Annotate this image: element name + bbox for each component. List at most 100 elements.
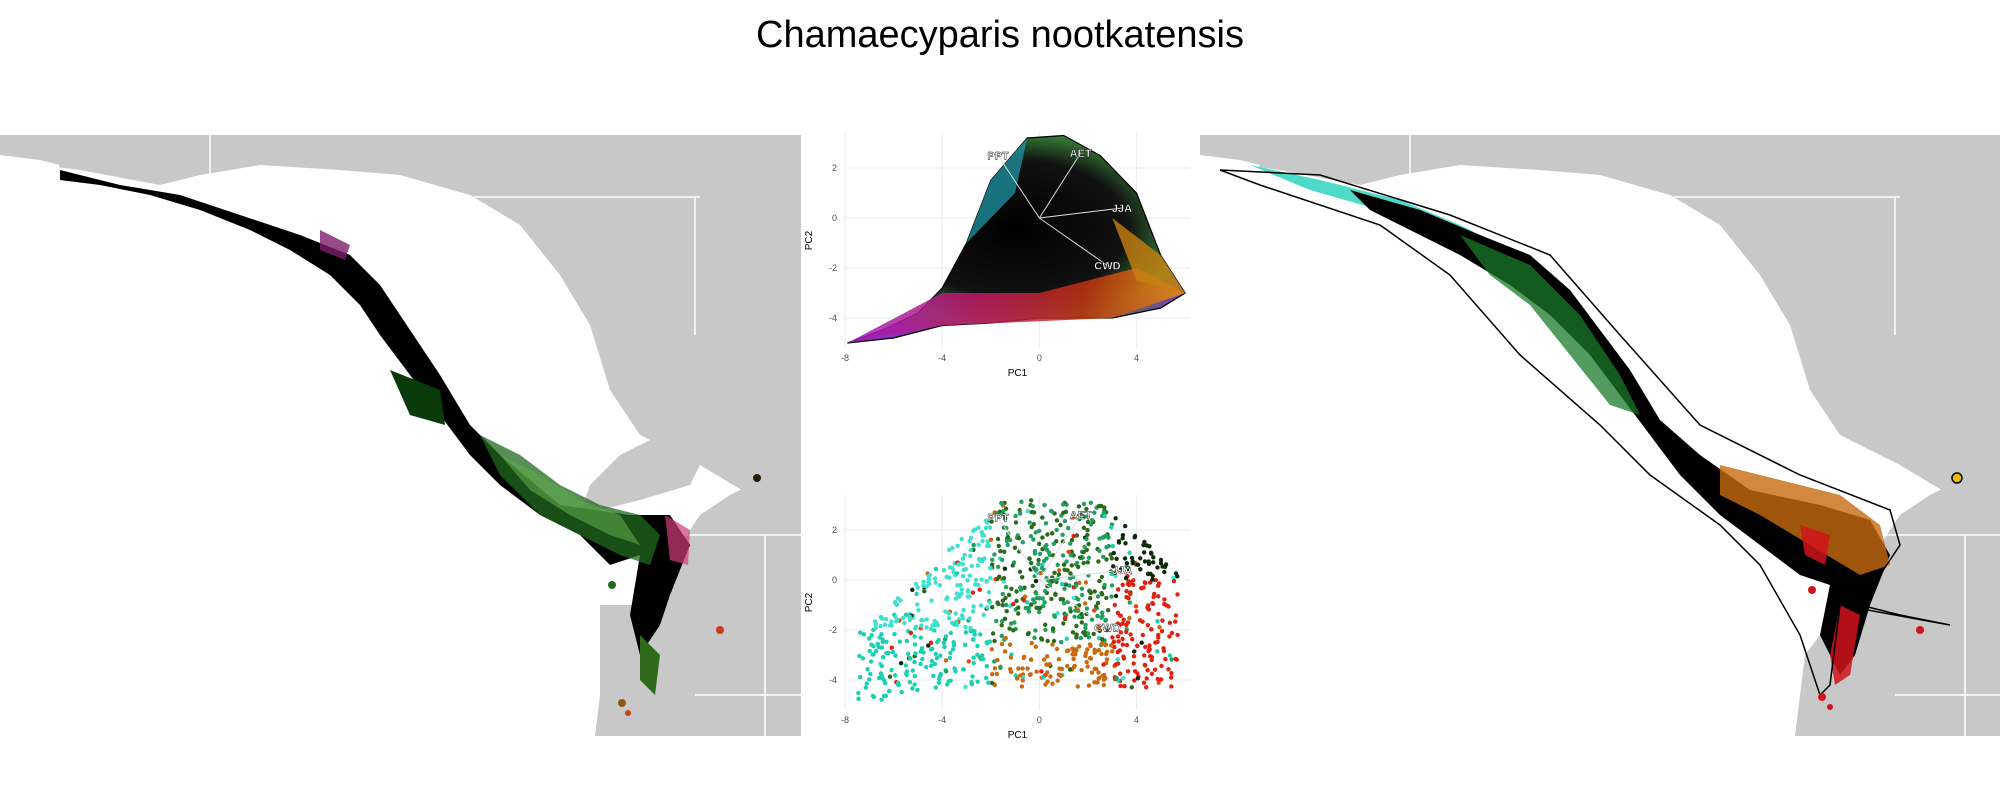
pca-point (912, 659, 917, 665)
pca-point (968, 553, 973, 559)
pca-point (1084, 506, 1089, 512)
pca-point (1037, 596, 1042, 601)
pca-point (985, 605, 990, 610)
pca-point (967, 616, 972, 621)
pca-point (965, 578, 970, 583)
pca-point (986, 680, 991, 685)
pca-point (1081, 501, 1087, 507)
pca-point (1153, 577, 1158, 583)
pca-point (989, 647, 994, 652)
pca-point (1086, 635, 1091, 640)
pca-point (1086, 555, 1092, 560)
pca-point (948, 650, 953, 656)
pca-hull-lower (847, 268, 1186, 343)
pca-point (1002, 616, 1008, 621)
pca-point (1104, 657, 1110, 662)
pca-point (1175, 592, 1180, 597)
pca-point (1167, 620, 1173, 625)
pca-point (998, 549, 1003, 554)
pca-point (1020, 540, 1025, 545)
pca-point (1029, 640, 1034, 646)
pca-point (995, 536, 1001, 542)
pca-point (963, 630, 969, 635)
pca-point (1025, 600, 1030, 605)
pca-point (910, 686, 915, 691)
pca-point (1162, 597, 1167, 602)
pca-point (975, 652, 980, 657)
pca-point (1099, 574, 1105, 580)
pca-point (1043, 682, 1048, 687)
pca-point (946, 611, 951, 616)
loading-vector (1039, 569, 1123, 581)
pca-point (945, 595, 950, 600)
pca-point (1115, 657, 1120, 662)
pca-point (928, 663, 934, 668)
pca-point (988, 565, 993, 571)
pca-point (1142, 559, 1148, 564)
pca-point (1132, 678, 1137, 683)
pca-point (1029, 509, 1034, 515)
pca-point (1082, 601, 1088, 606)
pca-point (1085, 514, 1091, 519)
pca-point (1123, 541, 1128, 546)
pca-point (954, 591, 959, 596)
loading-vector (1039, 207, 1123, 219)
pca-point (1037, 551, 1043, 557)
pca-point (1026, 631, 1031, 636)
pca-point (1089, 617, 1095, 622)
pca-point (1086, 541, 1091, 547)
vector-label: CWD (1094, 623, 1120, 635)
pca-point (1079, 612, 1084, 617)
pca-point (945, 682, 950, 687)
pca-point (1078, 635, 1083, 641)
pca-point (963, 624, 968, 630)
pca-point (959, 613, 965, 618)
pca-point (980, 538, 985, 544)
pca-point (1134, 609, 1139, 614)
pca-point (1006, 592, 1012, 598)
pca-point (1099, 590, 1104, 596)
pca-point (1019, 499, 1024, 504)
pca-point (1022, 654, 1027, 659)
pca-point (1033, 644, 1038, 649)
pca-point (1068, 541, 1073, 546)
pca-point (1083, 650, 1089, 656)
pca-point (1082, 544, 1087, 550)
pca-point (1156, 611, 1161, 617)
pca-point (1109, 594, 1114, 599)
pca-point (1043, 622, 1048, 627)
pca-point (1063, 582, 1069, 587)
pca-point (904, 638, 910, 644)
pca-point (1007, 626, 1012, 631)
pca-point (1103, 642, 1108, 648)
pca-point (1096, 670, 1101, 675)
pca-point (899, 689, 904, 695)
pca-point (1020, 678, 1025, 683)
loading-vector (1039, 217, 1108, 266)
pca-point (947, 655, 953, 661)
pca-point (929, 658, 935, 664)
pca-point (1062, 518, 1068, 524)
vector-label: AET (1070, 510, 1092, 522)
pca-point (924, 664, 929, 670)
pca-point (922, 589, 927, 594)
pca-point (1092, 510, 1097, 515)
pca-point (970, 590, 976, 595)
pca-point (1159, 663, 1164, 669)
pca-point (915, 602, 920, 607)
pca-point (1026, 605, 1031, 611)
pca-point (1152, 667, 1158, 672)
pca-point (1040, 562, 1045, 567)
pca-point (988, 575, 993, 581)
pca-point (1022, 594, 1028, 599)
pca-point (930, 623, 935, 628)
pca-point (1030, 504, 1035, 509)
x-tick-label: 4 (1134, 715, 1139, 725)
pca-point (1149, 671, 1155, 676)
pca-point (1061, 601, 1067, 606)
pca-point (1158, 557, 1164, 563)
pca-point (1005, 542, 1010, 548)
pca-point (980, 532, 986, 537)
pca-point (1118, 630, 1123, 635)
pca-point (1097, 548, 1102, 553)
